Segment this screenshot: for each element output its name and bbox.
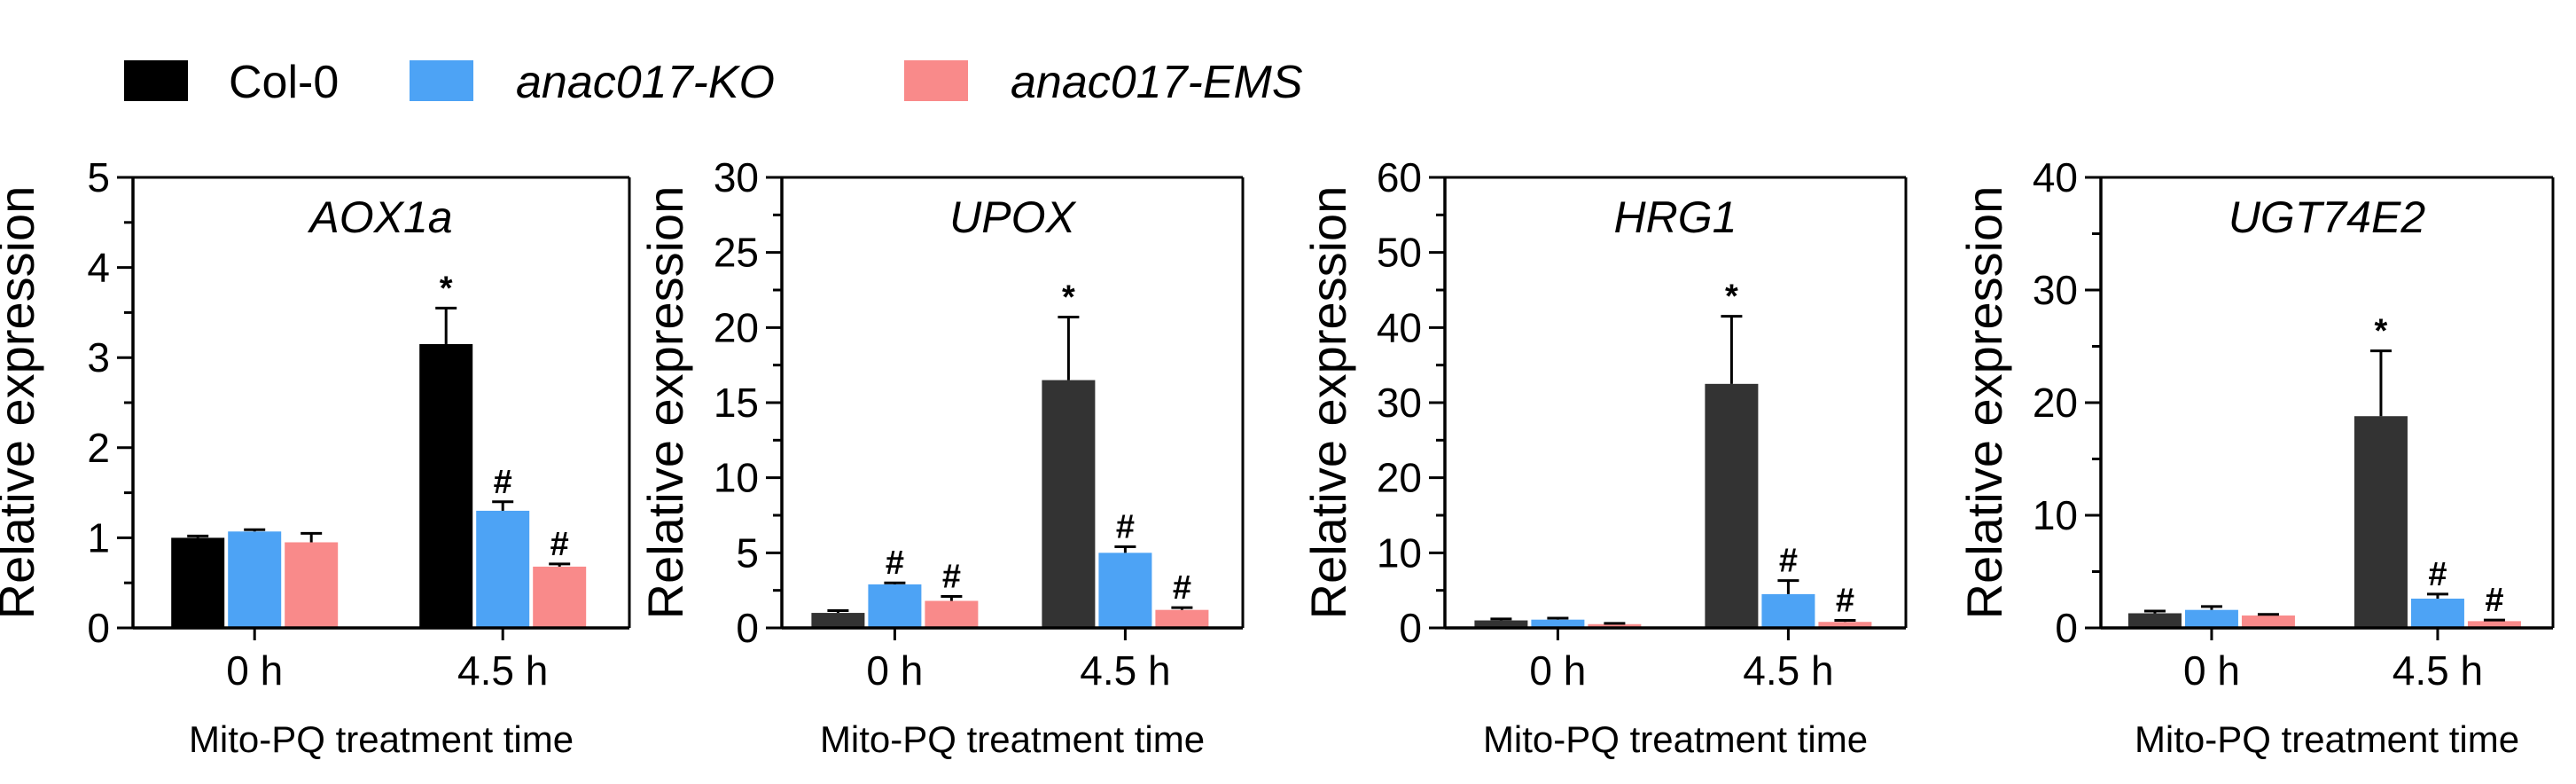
chart-panel-ugt74e2: 0 h * # #4.5 h 0 10 20 30 40 UGT74E2 Relative expr…	[1956, 154, 2555, 760]
y-tick-label-hrg1-0: 0	[1399, 605, 1422, 651]
y-tick-label-hrg1-4: 40	[1377, 304, 1422, 350]
y-tick-label-ugt74e2-1: 10	[2033, 492, 2078, 538]
y-tick-label-hrg1-3: 30	[1377, 380, 1422, 426]
significance-mark-aox1a-anac017-ko-4-5-h: #	[494, 464, 512, 501]
legend-swatch-col-0	[124, 60, 188, 101]
significance-mark-ugt74e2-anac017-ko-4-5-h: #	[2428, 556, 2447, 593]
y-tick-label-ugt74e2-0: 0	[2055, 605, 2078, 651]
bar-ugt74e2-anac017-ems-0-h	[2241, 615, 2295, 628]
chart-panel-hrg1: 0 h * # #4.5 h 0 10 20 30 40 50 60 HRG1 Relative exp…	[1300, 154, 1908, 760]
bar-upox-anac017-ems-4-5-h	[1155, 609, 1209, 628]
chart-panel-aox1a: 0 h * # #4.5 h 0 1 2 3 4 5 AOX1a Relative expressio…	[0, 154, 631, 760]
bar-aox1a-anac017-ko-0-h	[228, 531, 282, 628]
y-tick-label-aox1a-0: 0	[87, 605, 110, 651]
x-tick-label-aox1a-0-h: 0 h	[226, 647, 283, 694]
y-tick-label-aox1a-2: 2	[87, 425, 110, 471]
x-tick-label-upox-0-h: 0 h	[866, 647, 923, 694]
y-tick-label-upox-5: 25	[714, 230, 759, 276]
x-tick-label-hrg1-0-h: 0 h	[1529, 647, 1586, 694]
y-tick-label-ugt74e2-2: 20	[2033, 380, 2078, 426]
legend: Col-0 anac017-KO anac017-EMS	[124, 57, 1303, 108]
bar-aox1a-col-0-4-5-h	[419, 343, 473, 628]
x-tick-label-hrg1-4-5-h: 4.5 h	[1743, 647, 1833, 694]
bar-hrg1-anac017-ems-4-5-h	[1818, 622, 1872, 628]
x-tick-label-aox1a-4-5-h: 4.5 h	[457, 647, 548, 694]
bar-aox1a-anac017-ko-4-5-h	[476, 510, 530, 628]
bar-aox1a-col-0-0-h	[171, 537, 225, 628]
bar-hrg1-anac017-ko-4-5-h	[1761, 593, 1815, 628]
bar-upox-anac017-ko-0-h	[868, 584, 922, 628]
chart-title-hrg1: HRG1	[1614, 192, 1737, 242]
significance-mark-aox1a-anac017-ems-4-5-h: #	[550, 526, 569, 563]
x-axis-title-hrg1: Mito-PQ treatment time	[1483, 718, 1868, 760]
significance-mark-hrg1-anac017-ko-4-5-h: #	[1779, 543, 1798, 580]
chart-title-upox: UPOX	[949, 192, 1076, 242]
y-tick-label-aox1a-1: 1	[87, 514, 110, 561]
y-tick-label-hrg1-6: 60	[1377, 154, 1422, 200]
y-tick-label-hrg1-5: 50	[1377, 230, 1422, 276]
bar-upox-anac017-ko-4-5-h	[1098, 553, 1152, 628]
legend-item-anac017-ko: anac017-KO	[410, 57, 775, 108]
x-axis-title-aox1a: Mito-PQ treatment time	[189, 718, 574, 760]
significance-mark-hrg1-anac017-ems-4-5-h: #	[1836, 583, 1854, 620]
bar-upox-anac017-ems-0-h	[925, 600, 979, 628]
y-tick-label-upox-2: 10	[714, 455, 759, 501]
y-tick-label-aox1a-4: 4	[87, 245, 110, 291]
bar-hrg1-anac017-ems-0-h	[1588, 623, 1642, 628]
significance-mark-upox-anac017-ko-0-h: #	[886, 545, 904, 582]
y-tick-label-upox-0: 0	[736, 605, 759, 651]
legend-item-anac017-ems: anac017-EMS	[904, 57, 1303, 108]
bar-hrg1-col-0-4-5-h	[1705, 383, 1759, 628]
legend-swatch-anac017-ems	[904, 60, 968, 101]
significance-mark-hrg1-col-0-4-5-h: *	[1725, 278, 1738, 316]
x-tick-label-ugt74e2-4-5-h: 4.5 h	[2393, 647, 2483, 694]
chart-panels: 0 h * # #4.5 h 0 1 2 3 4 5 AOX1a Relative expressio…	[0, 154, 2555, 760]
x-tick-label-upox-4-5-h: 4.5 h	[1080, 647, 1170, 694]
bar-upox-col-0-4-5-h	[1042, 380, 1096, 628]
y-tick-label-aox1a-3: 3	[87, 334, 110, 380]
bar-ugt74e2-anac017-ems-4-5-h	[2467, 621, 2521, 628]
y-tick-label-ugt74e2-4: 40	[2033, 154, 2078, 200]
y-tick-label-upox-4: 20	[714, 304, 759, 350]
bar-ugt74e2-col-0-0-h	[2127, 613, 2182, 628]
bar-ugt74e2-col-0-4-5-h	[2354, 416, 2408, 628]
legend-label-col-0: Col-0	[229, 57, 339, 108]
legend-label-anac017-ems: anac017-EMS	[1011, 57, 1303, 108]
y-axis-title-upox: Relative expression	[637, 186, 693, 620]
bar-upox-col-0-0-h	[811, 613, 865, 628]
legend-label-anac017-ko: anac017-KO	[516, 57, 775, 108]
y-tick-label-aox1a-5: 5	[87, 154, 110, 200]
y-axis-title-aox1a: Relative expression	[0, 186, 44, 620]
legend-item-col-0: Col-0	[124, 57, 339, 108]
x-axis-title-upox: Mito-PQ treatment time	[820, 718, 1205, 760]
significance-mark-upox-anac017-ems-4-5-h: #	[1173, 569, 1191, 607]
y-tick-label-ugt74e2-3: 30	[2033, 267, 2078, 313]
bar-aox1a-anac017-ems-4-5-h	[533, 566, 587, 628]
bar-ugt74e2-anac017-ko-0-h	[2184, 609, 2238, 628]
bar-aox1a-anac017-ems-0-h	[285, 542, 339, 628]
significance-mark-upox-anac017-ems-0-h: #	[942, 558, 961, 595]
bar-ugt74e2-anac017-ko-4-5-h	[2410, 598, 2464, 628]
chart-panel-upox: # #0 h * # #4.5 h 0 5 10 15 20 25 30 UPOX Relative ex…	[637, 154, 1245, 760]
x-axis-title-ugt74e2: Mito-PQ treatment time	[2135, 718, 2519, 760]
y-axis-title-hrg1: Relative expression	[1300, 186, 1356, 620]
bar-hrg1-col-0-0-h	[1474, 620, 1528, 628]
y-tick-label-upox-6: 30	[714, 154, 759, 200]
legend-swatch-anac017-ko	[410, 60, 473, 101]
bar-hrg1-anac017-ko-0-h	[1531, 619, 1585, 628]
y-tick-label-hrg1-2: 20	[1377, 455, 1422, 501]
significance-mark-upox-col-0-4-5-h: *	[1062, 278, 1075, 316]
y-axis-title-ugt74e2: Relative expression	[1956, 186, 2012, 620]
chart-title-aox1a: AOX1a	[307, 192, 452, 242]
chart-title-ugt74e2: UGT74E2	[2229, 192, 2426, 242]
x-tick-label-ugt74e2-0-h: 0 h	[2183, 647, 2240, 694]
y-tick-label-upox-1: 5	[736, 529, 759, 576]
significance-mark-ugt74e2-anac017-ems-4-5-h: #	[2485, 582, 2503, 619]
significance-mark-aox1a-col-0-4-5-h: *	[440, 270, 453, 307]
y-tick-label-hrg1-1: 10	[1377, 529, 1422, 576]
y-tick-label-upox-3: 15	[714, 380, 759, 426]
significance-mark-upox-anac017-ko-4-5-h: #	[1116, 509, 1135, 546]
significance-mark-ugt74e2-col-0-4-5-h: *	[2375, 313, 2388, 350]
